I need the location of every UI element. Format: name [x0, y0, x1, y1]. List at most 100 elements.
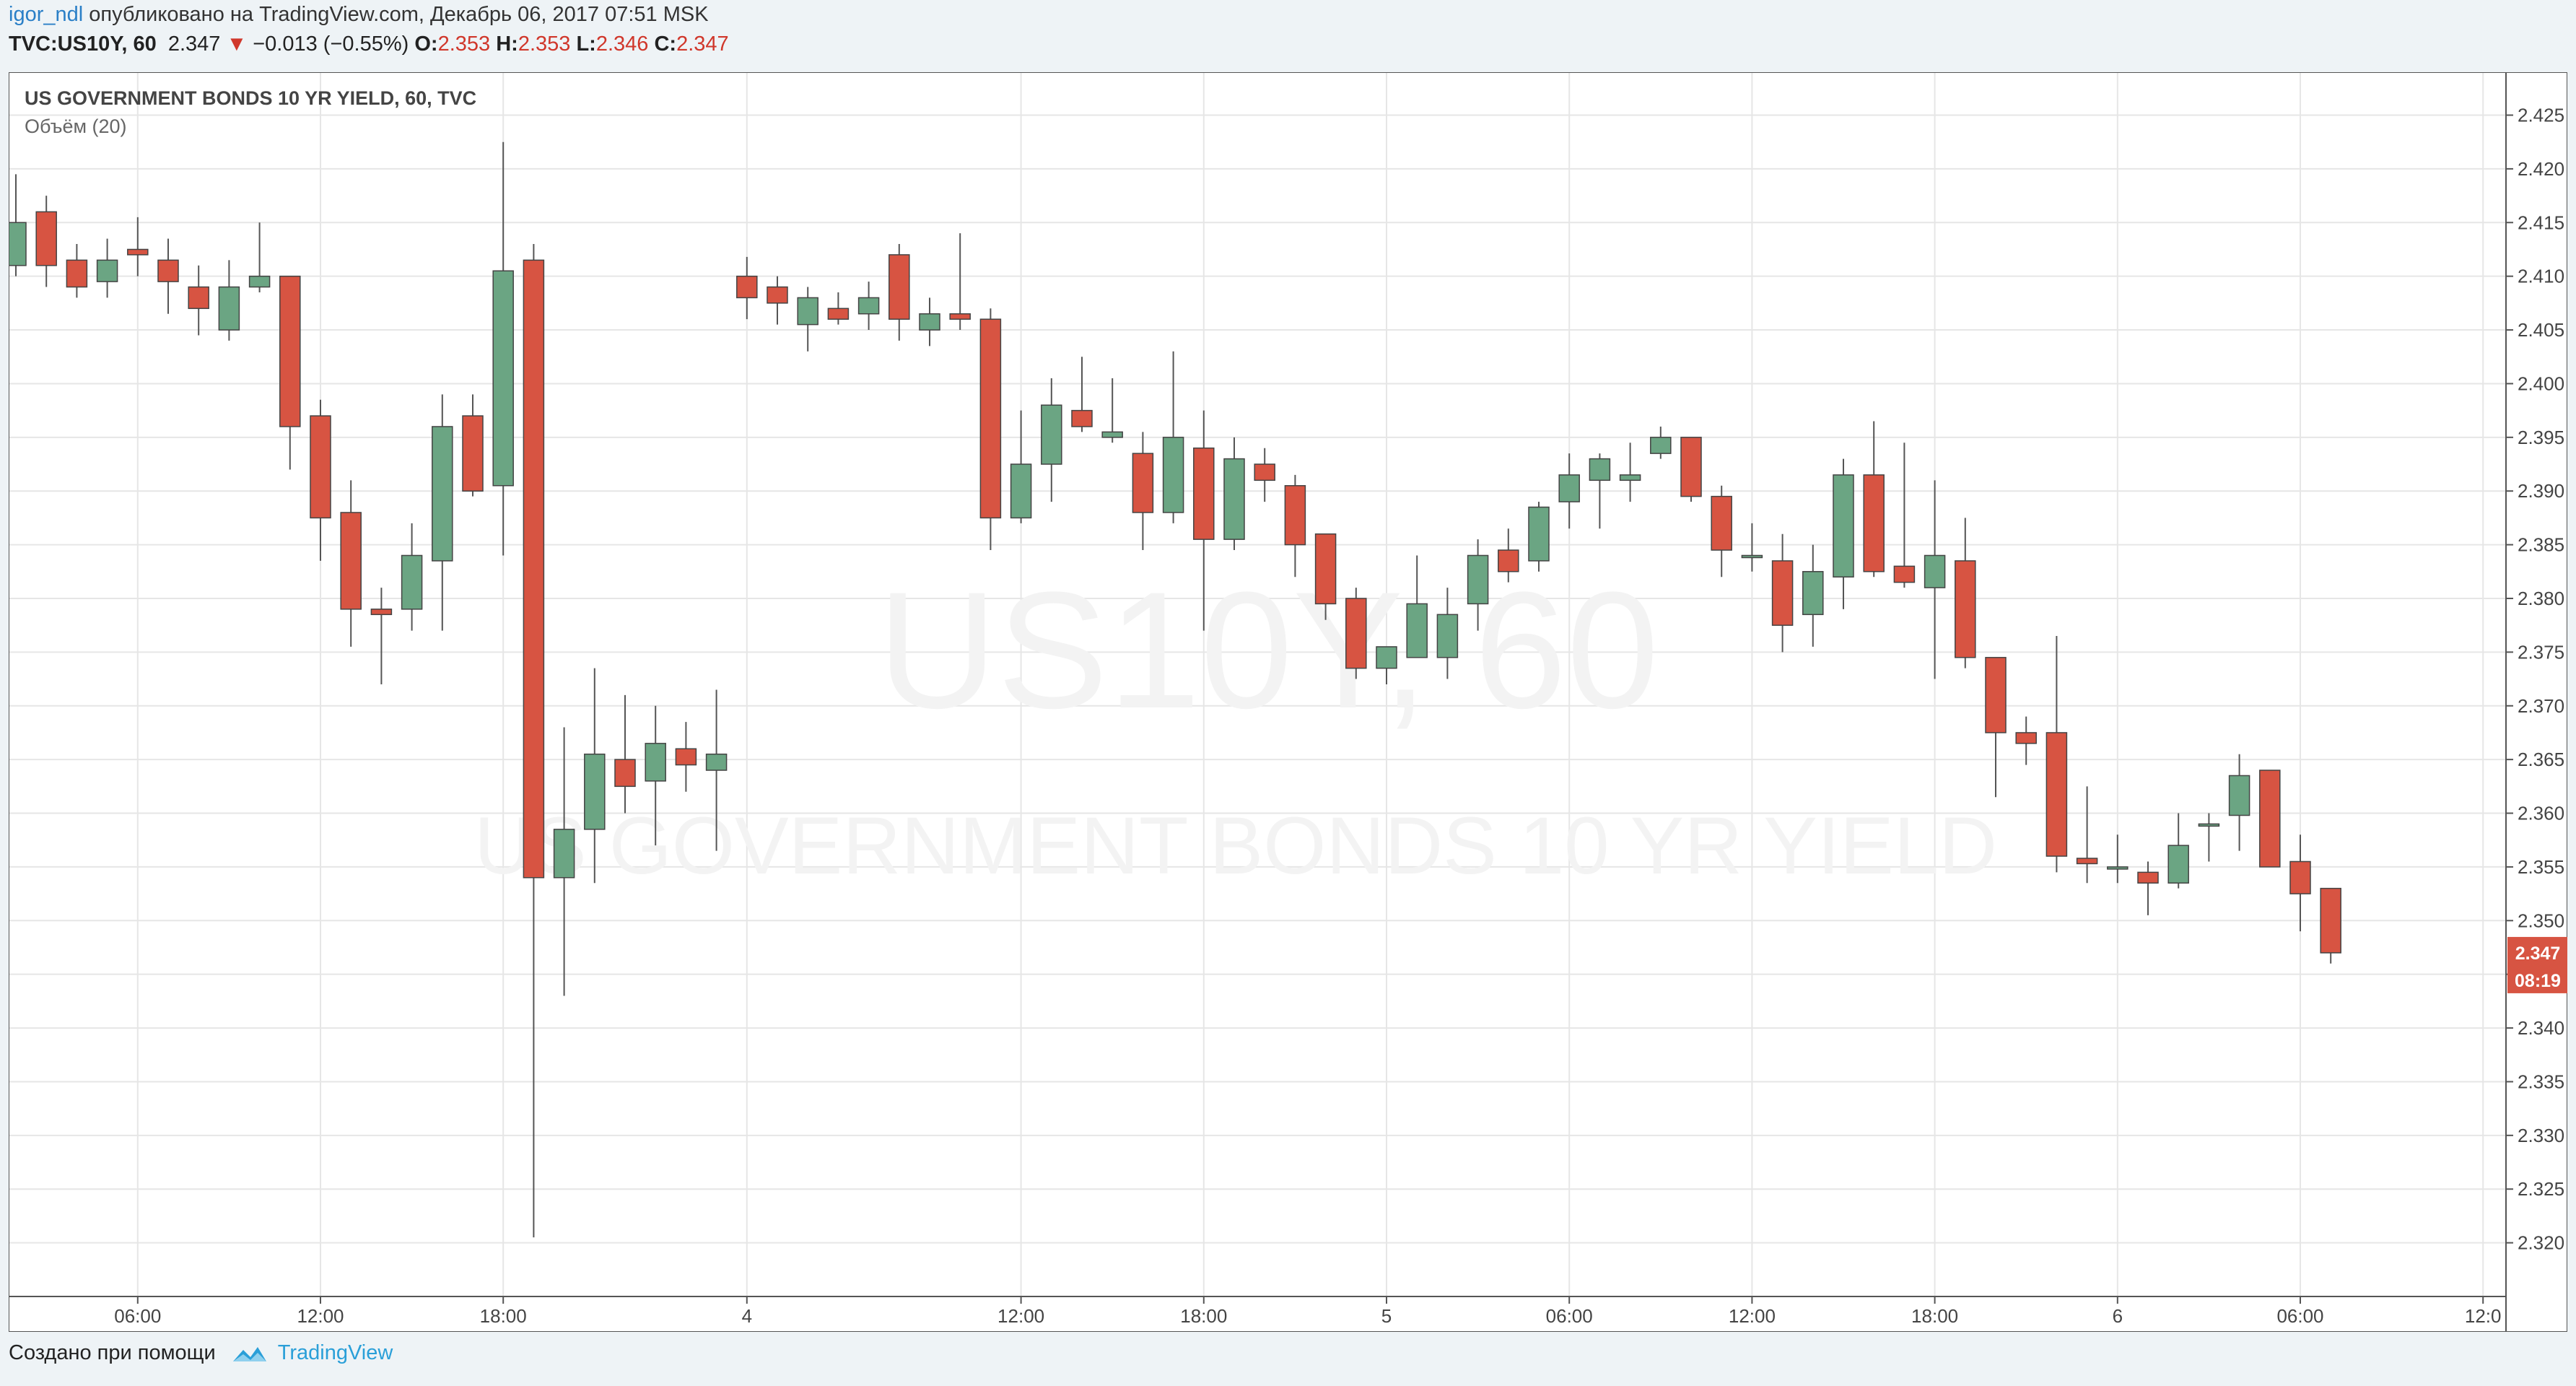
candle-down[interactable]	[888, 244, 910, 341]
candle-down[interactable]	[767, 276, 788, 325]
candle-body	[584, 753, 606, 830]
candle-down[interactable]	[1771, 533, 1794, 653]
candle-up[interactable]	[857, 282, 880, 331]
candle-up[interactable]	[584, 668, 606, 884]
candle-up[interactable]	[1223, 437, 1245, 551]
candle-body	[1193, 447, 1215, 540]
candle-down[interactable]	[614, 694, 636, 814]
candle-down[interactable]	[370, 588, 393, 684]
candle-up[interactable]	[1010, 410, 1032, 523]
candle-up[interactable]	[2107, 834, 2129, 884]
y-tick-label: 2.390	[2518, 480, 2564, 502]
candle-up[interactable]	[1162, 351, 1184, 523]
tradingview-link[interactable]: TradingView	[277, 1341, 393, 1364]
candle-down[interactable]	[157, 238, 179, 314]
badge-countdown: 08:19	[2515, 971, 2561, 991]
candle-body	[1680, 437, 1702, 497]
candle-up[interactable]	[2228, 754, 2250, 851]
candle-down[interactable]	[188, 265, 209, 336]
candle-down[interactable]	[2259, 770, 2281, 868]
candle-body	[1650, 437, 1672, 454]
candle-up[interactable]	[1924, 480, 1946, 679]
candle-up[interactable]	[1467, 539, 1489, 631]
candle-down[interactable]	[2015, 716, 2037, 765]
candlestick-chart[interactable]: US10Y, 60 US GOVERNMENT BONDS 10 YR YIEL…	[5, 71, 2568, 1333]
candle-up[interactable]	[1406, 555, 1428, 658]
candle-down[interactable]	[523, 244, 545, 1238]
candle-down[interactable]	[35, 196, 57, 287]
price-axis[interactable]: 2.3202.3252.3302.3352.3402.3452.3502.355…	[2506, 105, 2564, 1254]
candle-up[interactable]	[96, 238, 118, 298]
candle-up[interactable]	[1558, 453, 1580, 529]
candle-down[interactable]	[1071, 357, 1093, 432]
candle-down[interactable]	[2076, 786, 2098, 884]
candle-down[interactable]	[827, 292, 850, 325]
author-link[interactable]: igor_ndl	[9, 3, 84, 26]
candles-layer[interactable]	[5, 141, 2341, 1238]
candle-body	[736, 275, 758, 299]
candle-up[interactable]	[432, 394, 453, 631]
candle-up[interactable]	[1436, 588, 1459, 679]
chart-container[interactable]: US10Y, 60 US GOVERNMENT BONDS 10 YR YIEL…	[5, 71, 2568, 1335]
candle-down[interactable]	[340, 480, 362, 647]
candle-up[interactable]	[1589, 453, 1611, 529]
candle-down[interactable]	[1955, 518, 1976, 668]
tradingview-logo-icon[interactable]	[232, 1343, 268, 1364]
candle-down[interactable]	[127, 217, 149, 276]
candle-down[interactable]	[1284, 474, 1306, 578]
candle-up[interactable]	[492, 141, 514, 556]
candle-body	[553, 829, 575, 879]
candle-down[interactable]	[1254, 448, 1275, 502]
candle-up[interactable]	[1741, 523, 1763, 572]
candle-body	[96, 259, 118, 282]
y-tick-label: 2.410	[2518, 266, 2564, 287]
watermark-description: US GOVERNMENT BONDS 10 YR YIELD	[474, 801, 1997, 891]
candle-body	[248, 275, 271, 288]
candle-up[interactable]	[218, 260, 240, 341]
candle-up[interactable]	[2167, 813, 2189, 889]
candle-up[interactable]	[401, 523, 423, 631]
time-axis[interactable]: 06:00 12:00 18:00 4 12:00 18:00 5 06:00 12:00 18:…	[114, 1296, 2502, 1327]
candle-down[interactable]	[1711, 485, 1732, 578]
candle-down[interactable]	[2045, 636, 2068, 873]
candle-down[interactable]	[1345, 588, 1367, 679]
candle-up[interactable]	[1802, 544, 1824, 647]
candle-up[interactable]	[248, 222, 271, 292]
candle-up[interactable]	[1619, 443, 1641, 502]
candle-body	[675, 748, 697, 766]
candle-up[interactable]	[919, 297, 940, 346]
symbol-name: TVC:US10Y, 60	[9, 32, 157, 56]
candle-down[interactable]	[462, 394, 484, 497]
candle-down[interactable]	[1193, 410, 1215, 631]
candle-up[interactable]	[1833, 458, 1854, 609]
candle-up[interactable]	[1650, 426, 1672, 459]
candle-up[interactable]	[705, 689, 728, 851]
badge-price: 2.347	[2515, 943, 2561, 964]
candle-down[interactable]	[66, 244, 88, 298]
candle-down[interactable]	[1680, 437, 1702, 502]
candle-down[interactable]	[1132, 432, 1154, 551]
candle-down[interactable]	[2137, 861, 2159, 915]
candle-down[interactable]	[1985, 657, 2007, 798]
candle-up[interactable]	[1041, 378, 1062, 502]
candle-down[interactable]	[949, 233, 971, 331]
candle-down[interactable]	[1863, 421, 1885, 578]
candle-down[interactable]	[2320, 887, 2341, 964]
y-tick-label: 2.350	[2518, 910, 2564, 931]
candle-up[interactable]	[1528, 502, 1550, 572]
candle-up[interactable]	[1101, 378, 1123, 443]
candle-up[interactable]	[797, 287, 818, 352]
candle-down[interactable]	[1314, 533, 1337, 620]
candle-down[interactable]	[1498, 528, 1519, 583]
candle-up[interactable]	[553, 727, 575, 996]
candle-down[interactable]	[979, 308, 1002, 551]
candle-down[interactable]	[1893, 443, 1916, 588]
candle-down[interactable]	[310, 399, 331, 561]
candle-up[interactable]	[645, 705, 666, 846]
candle-down[interactable]	[675, 722, 697, 792]
candle-down[interactable]	[736, 256, 758, 320]
candle-up[interactable]	[2198, 813, 2220, 862]
candle-down[interactable]	[279, 275, 301, 470]
candle-down[interactable]	[2289, 834, 2311, 932]
candle-up[interactable]	[1376, 646, 1397, 684]
